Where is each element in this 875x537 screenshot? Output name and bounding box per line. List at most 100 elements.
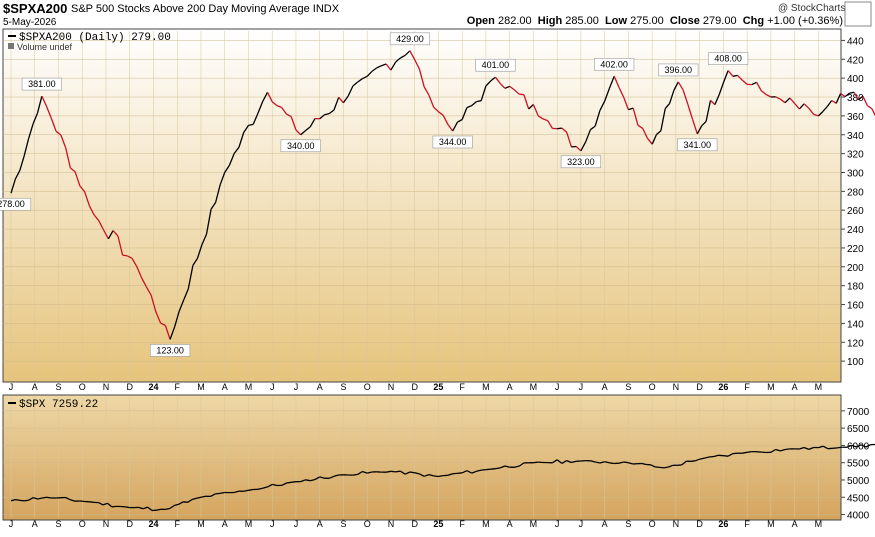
x-tick-label: O: [364, 382, 371, 392]
x-tick-label: M: [815, 519, 823, 529]
series-segment: [785, 448, 790, 451]
y-tick-label: 220: [847, 244, 864, 255]
series-segment: [28, 497, 34, 501]
watermark[interactable]: @ StockCharts.com: [777, 3, 867, 14]
series-segment: [423, 86, 430, 96]
x-tick-label: J: [294, 519, 299, 529]
x-tick-label: 25: [433, 519, 443, 529]
series-segment: [590, 125, 596, 131]
series-segment: [481, 468, 486, 471]
y-tick-label: 6000: [847, 441, 870, 452]
series-segment: [414, 59, 420, 70]
series-segment: [19, 155, 25, 171]
series-segment: [857, 95, 864, 101]
series-segment: [281, 482, 287, 486]
series-segment: [533, 461, 539, 464]
x-tick-label: N: [388, 519, 395, 529]
series-segment: [580, 141, 587, 152]
series-segment: [575, 146, 582, 152]
point-label: 344.00: [439, 137, 467, 147]
series-segment: [36, 95, 43, 114]
scroll-button: [844, 1, 872, 27]
series-segment: [547, 120, 553, 129]
series-segment: [494, 76, 501, 84]
series-segment: [433, 475, 439, 478]
series-segment: [136, 266, 143, 279]
series-segment: [131, 258, 138, 268]
series-segment: [780, 98, 786, 104]
series-segment: [404, 471, 411, 475]
x-tick-label: A: [507, 519, 513, 529]
series-segment: [93, 214, 100, 222]
series-segment: [840, 92, 846, 98]
x-tick-label: O: [649, 519, 656, 529]
series-segment: [155, 311, 162, 324]
series-segment: [442, 115, 449, 125]
y-tick-label: 340: [847, 131, 864, 142]
series-segment: [704, 456, 710, 459]
series-segment: [447, 124, 454, 132]
series-segment: [664, 102, 671, 110]
series-segment: [338, 96, 344, 104]
series-segment: [400, 470, 406, 475]
x-tick-label: O: [364, 519, 371, 529]
series-segment: [147, 506, 153, 512]
series-segment: [849, 91, 855, 94]
series-segment: [191, 497, 197, 501]
series-segment: [673, 81, 679, 91]
y-tick-label: 5000: [847, 476, 870, 487]
series-segment: [817, 111, 824, 117]
series-segment: [160, 322, 166, 327]
series-segment: [751, 81, 757, 86]
series-segment: [419, 473, 425, 477]
series-segment: [309, 118, 316, 128]
series-segment: [215, 492, 221, 495]
series-segment: [561, 127, 568, 133]
point-label-box: [432, 135, 473, 149]
series-segment: [281, 107, 288, 115]
series-segment: [632, 107, 639, 126]
series-segment: [623, 97, 630, 110]
legend-sublabel: Volume undef: [17, 42, 73, 52]
series-segment: [357, 470, 363, 475]
series-segment: [352, 473, 358, 476]
series-segment: [457, 472, 463, 475]
series-segment: [837, 446, 843, 449]
series-segment: [127, 255, 133, 259]
series-segment: [224, 164, 231, 173]
series-segment: [851, 444, 857, 448]
x-tick-label: F: [174, 519, 180, 529]
series-segment: [228, 153, 235, 166]
point-label-box: [475, 58, 516, 72]
x-tick-label: J: [270, 519, 275, 529]
x-tick-label: F: [459, 382, 465, 392]
series-segment: [243, 125, 250, 133]
series-segment: [352, 81, 359, 87]
volume-icon: [8, 43, 14, 49]
series-segment: [24, 499, 29, 502]
chart-date: 5-May-2026: [3, 17, 57, 28]
x-tick-label: A: [222, 382, 228, 392]
series-segment: [532, 104, 539, 117]
series-segment: [490, 468, 496, 470]
legend-label: $SPXA200 (Daily) 279.00: [19, 32, 171, 44]
series-segment: [201, 234, 208, 245]
series-segment: [844, 92, 850, 98]
series-segment: [141, 277, 147, 288]
x-tick-label: N: [673, 382, 680, 392]
series-segment: [660, 108, 666, 131]
x-tick-label: M: [482, 382, 490, 392]
series-segment: [210, 202, 217, 210]
series-segment: [362, 75, 368, 80]
series-segment: [112, 230, 119, 237]
chg-label: Chg: [742, 15, 765, 27]
series-segment: [319, 114, 325, 120]
x-tick-label: J: [9, 382, 14, 392]
low-label: Low: [605, 15, 628, 27]
close-label: Close: [669, 15, 700, 27]
series-segment: [509, 85, 515, 91]
series-segment: [856, 444, 862, 448]
series-segment: [780, 448, 786, 452]
point-label: 401.00: [482, 60, 510, 70]
